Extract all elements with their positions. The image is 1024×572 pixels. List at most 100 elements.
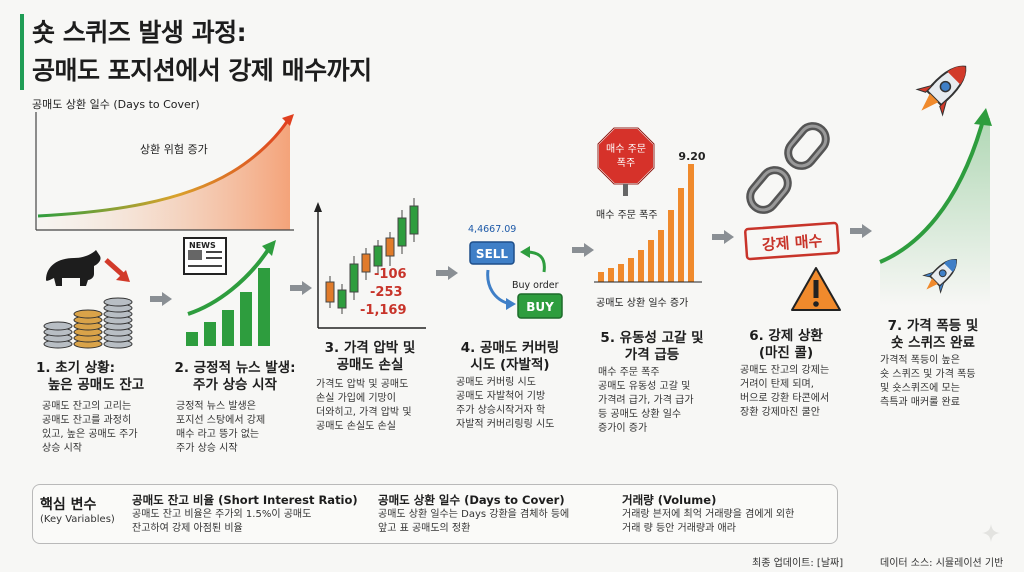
step-1-desc: 공매도 잔고의 고리는 공매도 잔고를 과정히 있고, 높은 공매도 주가 상승… bbox=[42, 400, 162, 456]
buy-button-icon: BUY bbox=[517, 293, 563, 319]
warning-triangle-icon bbox=[791, 267, 841, 311]
step-7-desc-line: 및 숏스퀴즈에 모는 bbox=[880, 383, 960, 394]
step-6-title-line-2: (마진 콜) bbox=[758, 345, 814, 361]
chart-top-label: 매수 주문 폭주 bbox=[596, 209, 658, 221]
step-6-desc-line: 장환 강제마진 쿨안 bbox=[740, 407, 820, 418]
kv-col-1-desc: 공매도 잔고 비율은 주가외 1.5%이 공매도 잔고하여 강제 아점퇸 비율 bbox=[132, 508, 372, 536]
peak-value: 9.20 bbox=[678, 150, 705, 163]
flow-arrow-5-icon bbox=[712, 230, 734, 244]
step-5-desc-line: 증가이 증가 bbox=[598, 423, 648, 434]
step-7-title: 7. 가격 폭등 및 숏 스퀴즈 완료 bbox=[868, 318, 998, 352]
step-1-title-line-1: 1. 초기 상황: bbox=[36, 360, 116, 376]
red-down-arrow-icon bbox=[104, 258, 130, 282]
step-2-desc: 긍정적 뉴스 발생은 포지선 스탕에서 강제 매수 라고 뜽가 없는 주가 상승… bbox=[176, 400, 304, 456]
step-3-desc-line: 가격도 압박 및 공매도 bbox=[316, 379, 409, 390]
loss-value-3: -1,169 bbox=[360, 303, 407, 318]
step-6-desc-line: 거려이 탄제 되며, bbox=[740, 379, 814, 390]
step-7-desc-line: 측특과 매커룰 완료 bbox=[880, 397, 960, 408]
rockets-and-surge-curve-icon bbox=[879, 65, 992, 306]
step-5-title: 5. 유동성 고갈 및 가격 급등 bbox=[594, 330, 710, 364]
loss-value-1: -106 bbox=[374, 267, 407, 282]
key-variables-heading: 핵심 변수 bbox=[40, 497, 97, 513]
key-variables-box bbox=[32, 484, 838, 544]
days-to-cover-inner-label: 상환 위험 증가 bbox=[140, 143, 208, 156]
title-line-2: 공매도 포지션에서 강제 매수까지 bbox=[32, 56, 372, 85]
step-1-title: 1. 초기 상황: 높은 공매도 잔고 bbox=[36, 360, 156, 394]
stop-sign-icon: 매수 주문 폭주 bbox=[597, 127, 655, 196]
sell-button-icon: SELL bbox=[469, 241, 515, 265]
bear-icon bbox=[46, 250, 101, 286]
step-1-desc-line: 공매도 잔고의 고리는 bbox=[42, 401, 132, 412]
sparkle-icon bbox=[982, 524, 1000, 542]
kv-col-3-desc-line: 거래 량 등안 거래량과 애라 bbox=[622, 523, 736, 534]
step-4-title: 4. 공매도 커버링 시도 (자발적) bbox=[452, 340, 568, 374]
step-6-title: 6. 강제 상환 (마진 콜) bbox=[734, 328, 838, 362]
step-3-desc-line: 더와히고, 가격 압박 및 bbox=[316, 407, 412, 418]
step-3-title: 3. 가격 압박 및 공매도 손실 bbox=[312, 340, 428, 374]
curved-arrow-up-icon bbox=[520, 246, 546, 273]
step-5-desc-line: 매수 주문 폭주 bbox=[598, 367, 660, 378]
step-1-desc-line: 공매도 잔고를 과정히 bbox=[42, 415, 132, 426]
volume-bars bbox=[598, 164, 694, 282]
buy-order-label: Buy order bbox=[512, 280, 559, 291]
step-1-title-line-2: 높은 공매도 잔고 bbox=[47, 377, 145, 393]
broken-chain-icon bbox=[746, 122, 830, 214]
step-4-desc-line: 공매도 자발척어 기방 bbox=[456, 391, 546, 402]
step-4-desc-line: 주가 상승시작거자 학 bbox=[456, 405, 546, 416]
step-7-desc-line: 가격적 폭등이 높은 bbox=[880, 355, 960, 366]
step-5-title-line-2: 가격 급등 bbox=[624, 347, 680, 363]
sell-buy-order-icon: 4,4667.09 SELL Buy order BUY bbox=[468, 224, 563, 319]
large-rocket-icon bbox=[915, 65, 967, 117]
bear-and-coins-icon bbox=[43, 250, 133, 349]
step-3-desc: 가격도 압박 및 공매도 손실 가입에 기망이 더와히고, 가격 압박 및 공매… bbox=[316, 378, 444, 434]
step-2-title-line-1: 2. 긍정적 뉴스 발생: bbox=[174, 360, 296, 376]
step-4-desc-line: 자발적 커버리링링 시도 bbox=[456, 419, 555, 430]
stop-sign-line-2: 폭주 bbox=[617, 157, 635, 169]
title-accent-bar bbox=[20, 14, 24, 90]
step-7-title-line-1: 7. 가격 폭등 및 bbox=[887, 318, 979, 334]
flow-arrow-4-icon bbox=[572, 243, 594, 257]
loss-values: -106 -253 -1,169 bbox=[360, 267, 407, 318]
step-4-title-line-2: 시도 (자발적) bbox=[470, 357, 550, 373]
curved-arrow-down-icon bbox=[486, 269, 516, 310]
coin-stacks-icon bbox=[43, 297, 133, 349]
step-7-title-line-2: 숏 스퀴즈 완료 bbox=[891, 335, 975, 351]
step-7-desc-line: 숏 스퀴즈 및 가격 폭등 bbox=[880, 369, 976, 380]
kv-col-3-title: 거래량 (Volume) bbox=[622, 493, 717, 507]
flow-arrow-6-icon bbox=[850, 224, 872, 238]
step-1-desc-line: 상승 시작 bbox=[42, 443, 82, 454]
news-and-rising-bars-icon: NEWS bbox=[183, 237, 276, 346]
step-4-desc: 공매도 커버링 시도 공매도 자발척어 기방 주가 상승시작거자 학 자발적 커… bbox=[456, 376, 586, 432]
step-3-desc-line: 손실 가입에 기망이 bbox=[316, 393, 396, 404]
step-6-desc-line: 버으로 강환 타콘에서 bbox=[740, 393, 830, 404]
step-2-desc-line: 주가 상승 시작 bbox=[176, 443, 238, 454]
step-2-desc-line: 긍정적 뉴스 발생은 bbox=[176, 401, 256, 412]
step-3-desc-line: 공매도 손실도 손실 bbox=[316, 421, 396, 432]
days-to-cover-label: 공매도 상환 일수 (Days to Cover) bbox=[32, 98, 200, 111]
buy-label: BUY bbox=[526, 300, 554, 314]
title-line-1: 숏 스퀴즈 발생 과정: bbox=[32, 18, 247, 47]
step-4-title-line-1: 4. 공매도 커버링 bbox=[460, 340, 560, 356]
news-label: NEWS bbox=[189, 241, 216, 250]
step-5-desc-line: 공매도 유동성 고갈 및 bbox=[598, 381, 691, 392]
step-5-desc: 매수 주문 폭주 공매도 유동성 고갈 및 가격려 급가, 가격 급가 등 공매… bbox=[598, 366, 718, 436]
days-to-cover-chart bbox=[35, 112, 294, 231]
surge-curve bbox=[879, 123, 984, 264]
page-title: 숏 스퀴즈 발생 과정: 공매도 포지션에서 강제 매수까지 bbox=[32, 14, 372, 90]
step-5-desc-line: 등 공매도 상환 일수 bbox=[598, 409, 682, 420]
step-7-desc: 가격적 폭등이 높은 숏 스퀴즈 및 가격 폭등 및 숏스퀴즈에 모는 측특과 … bbox=[880, 354, 1014, 410]
stamp-icon: 강제 매수 bbox=[744, 221, 840, 261]
key-variables-heading-en: (Key Variables) bbox=[40, 514, 115, 525]
flow-arrow-1-icon bbox=[150, 292, 172, 306]
sell-label: SELL bbox=[476, 247, 508, 261]
chart-bottom-label: 공매도 상환 일수 증가 bbox=[596, 297, 688, 309]
step-6-desc-line: 공매도 잔고의 강제는 bbox=[740, 365, 830, 376]
days-to-cover-curve bbox=[37, 119, 290, 218]
loss-value-2: -253 bbox=[370, 285, 403, 300]
candlestick-chart-icon: -106 -253 -1,169 bbox=[314, 198, 426, 329]
step-3-title-line-1: 3. 가격 압박 및 bbox=[324, 340, 416, 356]
footer-updated: 최종 업데이트: [날짜] bbox=[752, 558, 844, 569]
step-2-title: 2. 긍정적 뉴스 발생: 주가 상승 시작 bbox=[170, 360, 300, 394]
newspaper-icon bbox=[183, 237, 227, 275]
kv-col-2-title: 공매도 상환 일수 (Days to Cover) bbox=[378, 493, 565, 507]
